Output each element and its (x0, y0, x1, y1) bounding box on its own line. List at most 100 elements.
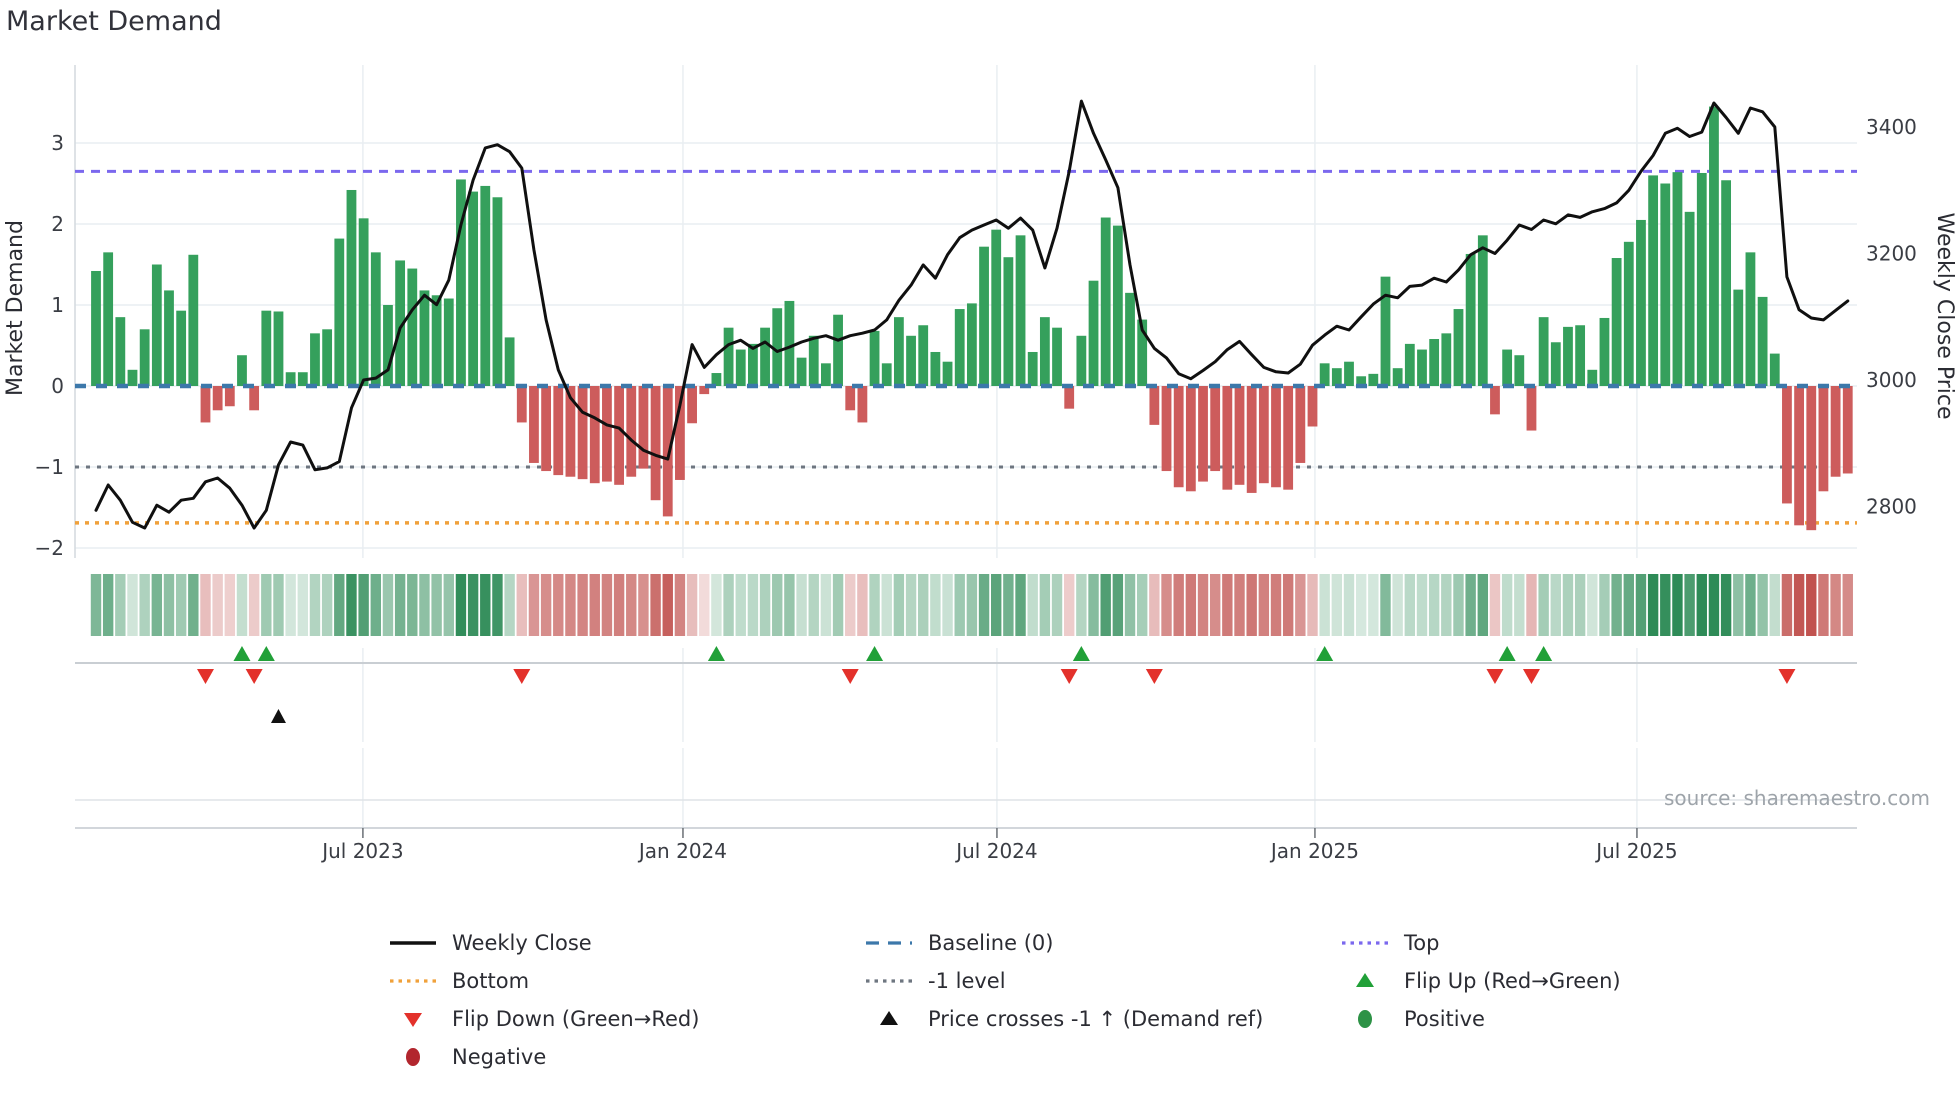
demand-bar-positive (297, 372, 308, 386)
heatmap-cell (589, 574, 600, 636)
heatmap-cell (1282, 574, 1294, 636)
heatmap-cell (991, 574, 1002, 636)
heatmap-cell (467, 574, 479, 636)
heatmap-cell (905, 574, 917, 636)
heatmap-cell (1246, 574, 1257, 636)
demand-bar-positive (443, 298, 454, 386)
heatmap-cell (443, 574, 454, 636)
demand-bar-positive (358, 218, 369, 386)
demand-bar-positive (419, 290, 430, 386)
demand-bar-negative (1490, 386, 1500, 415)
heatmap-cell (273, 574, 284, 636)
heatmap-cell (334, 574, 345, 636)
heatmap-cell (918, 574, 929, 636)
heatmap-cell (686, 574, 698, 636)
heatmap-cell (236, 574, 248, 636)
heatmap-cell (1428, 574, 1440, 636)
heatmap-cell (540, 574, 552, 636)
demand-bar-positive (103, 252, 114, 386)
demand-bar-positive (942, 361, 953, 386)
demand-bar-negative (1149, 386, 1160, 425)
demand-bar-positive (1769, 353, 1780, 386)
heatmap-cell (407, 574, 418, 636)
heatmap-cell (1745, 574, 1756, 636)
demand-bar-positive (164, 290, 174, 386)
demand-bar-positive (456, 179, 466, 386)
heatmap-cell (1222, 574, 1233, 636)
demand-bar-positive (1027, 351, 1038, 386)
demand-bar-positive (480, 185, 491, 386)
demand-bar-positive (1587, 369, 1598, 386)
heatmap-cell (212, 574, 223, 636)
flip-up-marker (707, 646, 725, 661)
heatmap-cell (1806, 574, 1817, 636)
heatmap-cell (309, 574, 321, 636)
heatmap-cell (1015, 574, 1026, 636)
heatmap-cell (1027, 574, 1038, 636)
heatmap-cell (370, 574, 381, 636)
demand-bar-negative (577, 386, 588, 480)
heatmap-cell (1319, 574, 1330, 636)
demand-bar-negative (1842, 386, 1853, 474)
x-tick-label: Jul 2025 (1594, 839, 1677, 863)
heatmap-cell (747, 574, 759, 636)
demand-bar-negative (699, 386, 710, 395)
demand-bar-positive (1392, 368, 1403, 386)
flip-down-marker (1522, 669, 1540, 684)
demand-bar-negative (589, 386, 600, 484)
heatmap-cell (419, 574, 430, 636)
heatmap-cell (1623, 574, 1634, 636)
demand-bar-negative (845, 386, 856, 411)
heatmap-cell (1136, 574, 1148, 636)
heatmap-cell (297, 574, 309, 636)
x-tick-label: Jan 2025 (1269, 839, 1359, 863)
demand-bar-positive (1477, 235, 1488, 386)
heatmap-cell (1039, 574, 1051, 636)
heatmap-cell (1550, 574, 1561, 636)
demand-bar-positive (91, 270, 101, 386)
demand-bar-positive (504, 337, 515, 386)
heatmap-cell (285, 574, 296, 636)
demand-bar-negative (1064, 386, 1075, 409)
demand-bar-positive (1429, 339, 1440, 386)
heatmap-cell (1587, 574, 1598, 636)
heatmap-cell (1100, 574, 1111, 636)
heatmap-cell (857, 574, 868, 636)
demand-bar-positive (833, 314, 843, 386)
flip-up-marker (1072, 646, 1090, 661)
heatmap-cell (1842, 574, 1853, 636)
demand-bar-positive (723, 327, 734, 386)
heatmap-cell (261, 574, 272, 636)
heatmap-cell (139, 574, 150, 636)
demand-bar-positive (1003, 257, 1014, 386)
heatmap-cell (735, 574, 746, 636)
heatmap-cell (455, 574, 467, 636)
heatmap-cell (1392, 574, 1403, 636)
demand-bar-positive (1417, 349, 1427, 386)
heatmap-cell (723, 574, 734, 636)
left-tick-label: 1 (51, 293, 64, 317)
demand-bar-positive (1015, 235, 1026, 386)
heatmap-cell (1076, 574, 1087, 636)
heatmap-cell (1295, 574, 1306, 636)
heatmap-cell (224, 574, 236, 636)
demand-bar-positive (139, 329, 150, 386)
demand-bar-positive (188, 254, 199, 386)
heatmap-cell (358, 574, 369, 636)
demand-bar-negative (602, 386, 612, 482)
heatmap-cell (1562, 574, 1574, 636)
heatmap-cell (893, 574, 905, 636)
heatmap-cell (1757, 574, 1768, 636)
heatmap-cell (528, 574, 540, 636)
demand-bar-negative (1222, 386, 1233, 490)
demand-bar-negative (1818, 386, 1829, 492)
demand-bar-positive (395, 260, 406, 386)
heatmap-cell (832, 574, 844, 636)
demand-bar-positive (127, 369, 138, 386)
demand-bar-positive (869, 330, 880, 386)
demand-bar-negative (1794, 386, 1804, 526)
x-tick-label: Jul 2024 (954, 839, 1037, 863)
heatmap-cell (115, 574, 126, 636)
